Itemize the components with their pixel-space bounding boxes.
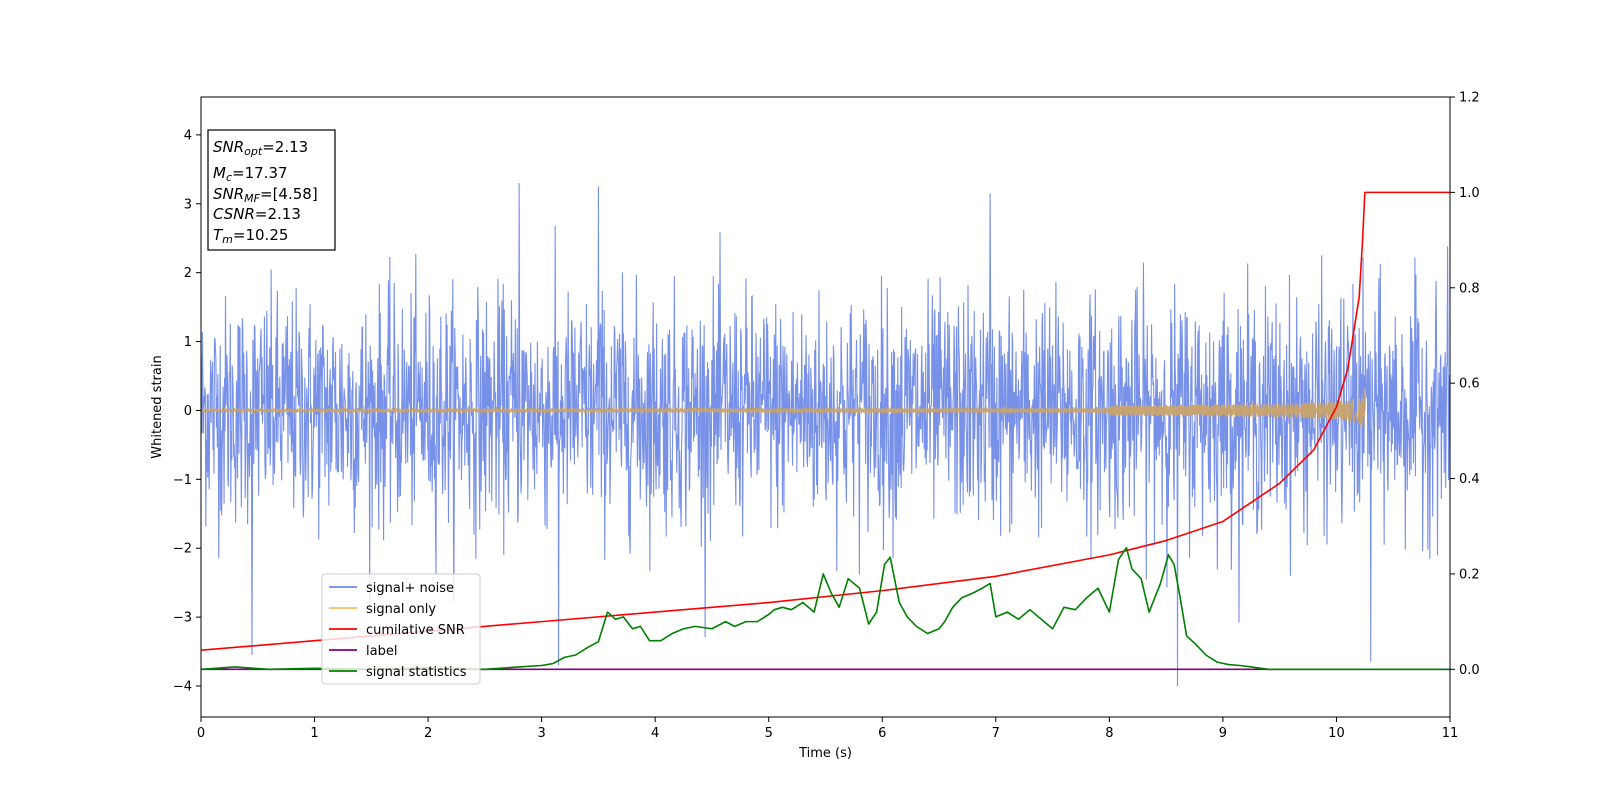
y2-tick-label: 0.8 <box>1459 281 1480 296</box>
annotation-line: Mc=17.37 <box>213 164 288 184</box>
x-tick-label: 1 <box>310 726 318 741</box>
y-tick-label: −2 <box>173 542 192 557</box>
annotation-line: Tm=10.25 <box>213 226 288 246</box>
x-tick-label: 5 <box>765 726 773 741</box>
plot-frame <box>200 96 1451 718</box>
x-tick-label: 7 <box>992 726 1000 741</box>
x-axis-label: Time (s) <box>798 746 852 761</box>
signal-noise-line <box>201 183 1450 687</box>
y-axis-right: 0.0 0.2 0.4 0.6 0.8 1.0 1.2 <box>1450 91 1480 678</box>
x-tick-label: 9 <box>1219 726 1227 741</box>
y2-tick-label: 0.0 <box>1459 663 1480 678</box>
y2-tick-label: 0.6 <box>1459 377 1480 392</box>
annotation-line: CSNR=2.13 <box>213 205 301 223</box>
signal-only-line <box>201 387 1366 427</box>
info-annotation-box: SNRopt=2.13 Mc=17.37SNRMF=[4.58]CSNR=2.13… <box>207 129 336 251</box>
x-tick-label: 11 <box>1442 726 1459 741</box>
y2-tick-label: 0.2 <box>1459 567 1480 582</box>
y-tick-label: 1 <box>184 335 192 350</box>
x-axis: 0 1 2 3 4 5 6 7 8 9 10 11 <box>197 717 1458 741</box>
x-tick-label: 0 <box>197 726 205 741</box>
cumulative-snr-line <box>201 191 1450 652</box>
y-axis-label: Whitened strain <box>150 355 165 458</box>
y-tick-label: 3 <box>184 197 192 212</box>
y-tick-label: −3 <box>173 611 192 626</box>
y-tick-label: 4 <box>184 128 192 143</box>
y2-tick-label: 1.0 <box>1459 186 1480 201</box>
legend: signal+ noise signal only cumilative SNR la… <box>321 573 481 685</box>
y-tick-label: −4 <box>173 680 192 695</box>
legend-label: signal only <box>366 602 436 617</box>
legend-frame <box>321 573 481 685</box>
x-tick-label: 4 <box>651 726 659 741</box>
legend-label: label <box>366 644 397 659</box>
y2-tick-label: 1.2 <box>1459 91 1480 106</box>
x-tick-label: 6 <box>878 726 886 741</box>
series-layer <box>201 183 1450 687</box>
y2-tick-label: 0.4 <box>1459 472 1480 487</box>
x-tick-label: 2 <box>424 726 432 741</box>
y-axis-left: −4 −3 −2 −1 0 1 2 3 4 <box>173 128 201 695</box>
x-tick-label: 3 <box>537 726 545 741</box>
y-tick-label: 0 <box>184 404 192 419</box>
y-tick-label: −1 <box>173 473 192 488</box>
x-tick-label: 10 <box>1328 726 1345 741</box>
annotation-line: SNRMF=[4.58] <box>213 185 318 205</box>
y-tick-label: 2 <box>184 266 192 281</box>
x-tick-label: 8 <box>1105 726 1113 741</box>
annotation-line: SNRopt=2.13 <box>213 138 308 158</box>
legend-label: signal+ noise <box>366 581 454 596</box>
signal-statistics-line <box>201 546 1450 671</box>
legend-label: signal statistics <box>366 665 467 680</box>
legend-label: cumilative SNR <box>366 623 465 638</box>
annotation-frame <box>207 129 336 251</box>
